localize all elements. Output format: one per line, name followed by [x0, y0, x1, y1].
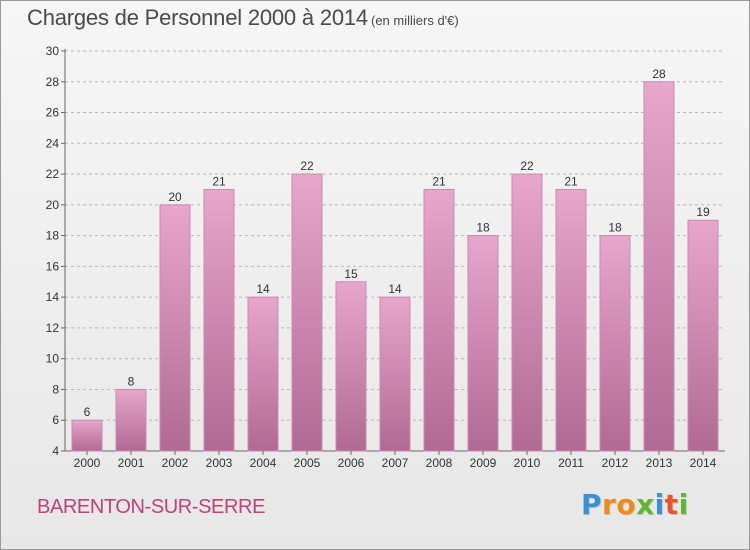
- bar: [203, 188, 235, 452]
- data-label: 21: [564, 174, 578, 188]
- data-label: 20: [168, 190, 182, 204]
- x-tick-label: 2000: [74, 456, 101, 470]
- y-tick-label: 6: [52, 413, 59, 427]
- y-tick-label: 28: [46, 75, 60, 89]
- bar: [379, 296, 411, 452]
- bar: [71, 419, 103, 452]
- x-tick-label: 2011: [558, 456, 584, 470]
- data-label: 14: [388, 282, 402, 296]
- data-label: 22: [300, 159, 314, 173]
- x-tick-label: 2012: [602, 456, 629, 470]
- x-tick-label: 2002: [162, 456, 189, 470]
- data-label: 21: [212, 174, 226, 188]
- x-tick-label: 2013: [646, 456, 673, 470]
- y-tick-label: 18: [46, 229, 60, 243]
- x-tick-label: 2001: [118, 456, 145, 470]
- bar: [643, 81, 675, 452]
- bar-chart: 4 6 8 10 12 14 16 18 20 22 24 26 28 30 6 8 20 21 14 22 15 14…: [46, 44, 725, 470]
- bar: [423, 188, 455, 452]
- bar: [335, 281, 367, 452]
- data-label: 18: [476, 221, 490, 235]
- logo-letter: o: [616, 488, 637, 521]
- y-tick-label: 24: [46, 136, 60, 150]
- chart-subtitle: (en milliers d'€): [371, 13, 459, 28]
- data-label: 15: [344, 267, 358, 281]
- commune-name: BARENTON-SUR-SERRE: [37, 496, 266, 518]
- data-label: 21: [432, 174, 446, 188]
- proxiti-logo: Proxiti: [581, 488, 689, 521]
- bar: [555, 188, 587, 452]
- data-label: 19: [696, 205, 710, 219]
- x-tick-label: 2007: [382, 456, 409, 470]
- x-tick-label: 2005: [294, 456, 321, 470]
- y-tick-label: 14: [46, 290, 60, 304]
- y-tick-label: 10: [46, 352, 60, 366]
- x-tick-label: 2014: [690, 456, 717, 470]
- x-tick-label: 2010: [514, 456, 541, 470]
- bar: [291, 173, 323, 452]
- logo-letter: i: [678, 488, 689, 521]
- logo-letter: i: [654, 488, 665, 521]
- x-tick-label: 2009: [470, 456, 497, 470]
- bar: [159, 204, 191, 452]
- y-tick-label: 8: [52, 382, 59, 396]
- bar: [599, 235, 631, 452]
- logo-letter: t: [664, 488, 679, 521]
- data-label: 8: [128, 374, 135, 388]
- logo-letter: P: [581, 488, 603, 521]
- bar: [115, 388, 147, 452]
- x-tick-label: 2008: [426, 456, 453, 470]
- x-axis-ticks: 2000 2001 2002 2003 2004 2005 2006 2007 2008 2009…: [74, 451, 717, 470]
- y-tick-label: 22: [46, 167, 60, 181]
- bars: [71, 81, 719, 452]
- data-label: 22: [520, 159, 534, 173]
- bar: [247, 296, 279, 452]
- bar: [687, 219, 719, 452]
- data-label: 28: [652, 67, 666, 81]
- y-tick-label: 4: [52, 444, 59, 458]
- y-tick-label: 20: [46, 198, 60, 212]
- x-tick-label: 2003: [206, 456, 233, 470]
- data-label: 6: [84, 405, 91, 419]
- data-label: 14: [256, 282, 270, 296]
- data-labels: 6 8 20 21 14 22 15 14 21 18 22 21 18 28 19: [84, 67, 710, 419]
- x-tick-label: 2006: [338, 456, 365, 470]
- x-tick-label: 2004: [250, 456, 277, 470]
- y-tick-label: 30: [46, 44, 60, 58]
- y-tick-label: 16: [46, 259, 60, 273]
- bar: [467, 235, 499, 452]
- bar: [511, 173, 543, 452]
- y-tick-label: 12: [46, 321, 60, 335]
- data-label: 18: [608, 221, 622, 235]
- chart-title: Charges de Personnel 2000 à 2014: [27, 5, 368, 30]
- y-axis-ticks: 4 6 8 10 12 14 16 18 20 22 24 26 28 30: [46, 44, 65, 458]
- y-tick-label: 26: [46, 106, 60, 120]
- logo-letter: r: [602, 488, 617, 521]
- logo-letter: x: [636, 488, 655, 521]
